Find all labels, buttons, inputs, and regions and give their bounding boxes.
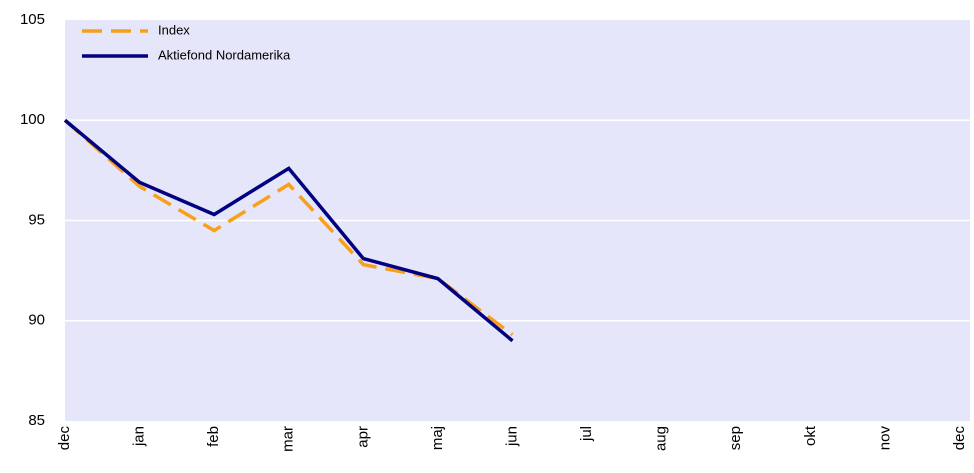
x-tick-label: apr [354, 426, 371, 448]
y-tick-label: 85 [28, 412, 45, 429]
y-tick-label: 100 [20, 111, 45, 128]
legend: Index Aktiefond Nordamerika [82, 22, 291, 62]
y-tick-label: 95 [28, 211, 45, 228]
x-tick-label: dec [56, 426, 73, 451]
x-tick-label: maj [429, 426, 446, 450]
series-line [63, 118, 514, 337]
y-tick-label: 90 [28, 312, 45, 329]
x-tick-label: feb [205, 426, 222, 447]
x-tick-label: okt [802, 425, 819, 446]
x-tick-label: jun [503, 426, 520, 447]
x-tick-label: sep [727, 426, 744, 450]
x-tick-label: nov [876, 426, 893, 451]
x-tick-label: dec [951, 426, 968, 451]
legend-label: Aktiefond Nordamerika [158, 47, 291, 62]
x-tick-label: aug [653, 426, 670, 451]
x-tick-label: jul [578, 426, 595, 442]
x-tick-label: jan [131, 426, 148, 447]
x-tick-label: mar [280, 426, 297, 452]
series-line [63, 118, 514, 343]
legend-label: Index [158, 22, 190, 37]
y-tick-label: 105 [20, 11, 45, 28]
